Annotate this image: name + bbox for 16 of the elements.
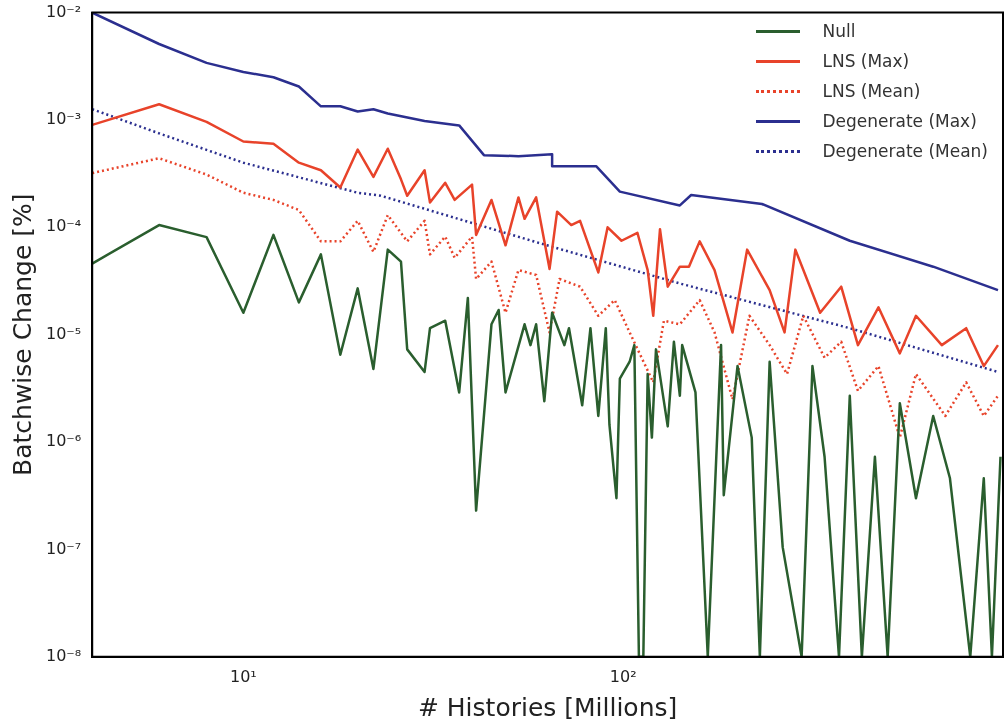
y-tick-label: 10⁻⁷	[46, 538, 82, 558]
x-tick-label: 10¹	[229, 666, 257, 686]
y-tick-label: 10⁻⁵	[46, 323, 82, 343]
y-tick-label: 10⁻³	[46, 109, 82, 129]
legend-label: LNS (Max)	[822, 51, 910, 71]
y-axis-title: Batchwise Change [%]	[7, 193, 37, 476]
legend-label: Null	[822, 21, 856, 41]
legend-label: Degenerate (Mean)	[822, 141, 988, 161]
y-tick-label: 10⁻⁸	[46, 645, 82, 665]
x-tick-label: 10²	[609, 666, 637, 686]
y-tick-label: 10⁻⁴	[46, 216, 82, 236]
legend-label: LNS (Mean)	[822, 81, 921, 101]
x-axis-title: # Histories [Millions]	[417, 692, 678, 722]
y-tick-label: 10⁻²	[46, 1, 82, 21]
y-tick-label: 10⁻⁶	[46, 431, 82, 451]
legend-label: Degenerate (Max)	[822, 111, 977, 131]
